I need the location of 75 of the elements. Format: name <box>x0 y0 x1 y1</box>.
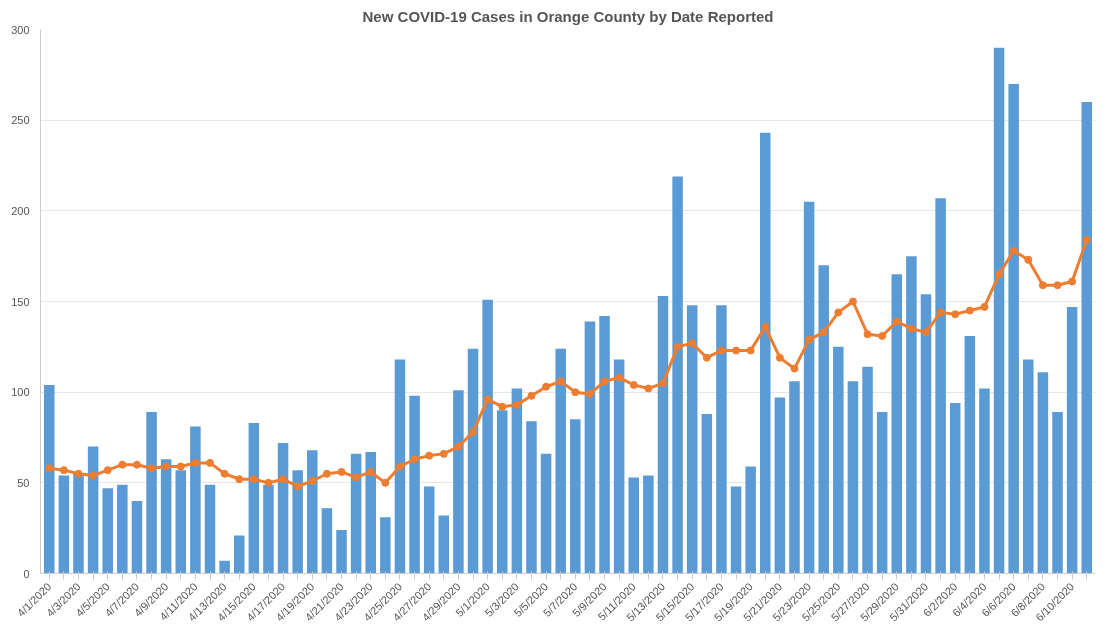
bar <box>555 348 566 574</box>
bar <box>599 316 610 574</box>
bar <box>131 500 143 574</box>
bar <box>526 421 537 574</box>
bar <box>453 390 464 574</box>
bar <box>613 359 625 574</box>
bar <box>204 484 216 574</box>
bar <box>219 560 230 574</box>
bar <box>44 384 55 574</box>
bar <box>190 426 201 574</box>
bar <box>117 484 128 574</box>
bar <box>540 453 552 574</box>
bar <box>701 413 713 574</box>
bar <box>833 346 844 574</box>
bar <box>993 47 1005 574</box>
chart-title: New COVID-19 Cases in Orange County by Date Reported <box>362 7 774 25</box>
bar <box>292 470 303 574</box>
bar <box>233 535 245 574</box>
bar <box>774 397 786 574</box>
bar <box>467 348 479 574</box>
bar <box>438 515 450 574</box>
bar <box>1052 412 1063 574</box>
bar <box>862 366 873 574</box>
bar <box>409 395 420 574</box>
bar <box>818 265 829 574</box>
bar <box>760 132 771 574</box>
bar <box>160 459 172 574</box>
bar <box>657 296 669 574</box>
bar <box>1008 83 1019 574</box>
bar <box>423 486 435 574</box>
bar <box>672 176 683 574</box>
y-tick-label: 150 <box>11 295 30 308</box>
bar <box>891 274 903 574</box>
bar <box>876 412 888 574</box>
bar <box>949 403 961 574</box>
bar <box>964 335 976 574</box>
bar <box>803 201 815 574</box>
bar <box>511 388 523 574</box>
bar <box>146 412 157 574</box>
bar <box>628 477 640 574</box>
bar <box>584 321 596 574</box>
bar <box>380 517 391 574</box>
y-tick-label: 300 <box>11 23 30 36</box>
bar <box>307 450 318 574</box>
bar <box>482 299 493 574</box>
bar <box>847 381 859 574</box>
y-tick-label: 100 <box>11 386 30 399</box>
bar <box>935 198 946 574</box>
bar <box>248 422 260 574</box>
bar <box>570 419 581 574</box>
bar <box>745 466 756 574</box>
bar <box>789 381 800 574</box>
bar <box>920 294 932 574</box>
bar <box>643 475 654 574</box>
bar <box>686 305 698 574</box>
bar <box>730 486 742 574</box>
y-tick-label: 50 <box>17 476 30 489</box>
y-tick-label: 200 <box>11 204 30 217</box>
bar <box>321 508 333 574</box>
bar <box>102 488 113 574</box>
y-tick-label: 0 <box>23 567 30 580</box>
bar <box>1081 102 1092 574</box>
bar <box>365 452 376 574</box>
bar <box>394 359 406 574</box>
bar <box>716 305 727 574</box>
bar <box>336 529 347 574</box>
bar <box>1023 359 1034 574</box>
bar <box>906 256 917 574</box>
bar <box>277 442 289 574</box>
bar <box>979 388 990 574</box>
y-tick-label: 250 <box>11 114 30 127</box>
bar <box>87 446 99 574</box>
bar <box>1066 306 1078 574</box>
bar <box>350 453 362 574</box>
bar <box>1037 372 1049 574</box>
